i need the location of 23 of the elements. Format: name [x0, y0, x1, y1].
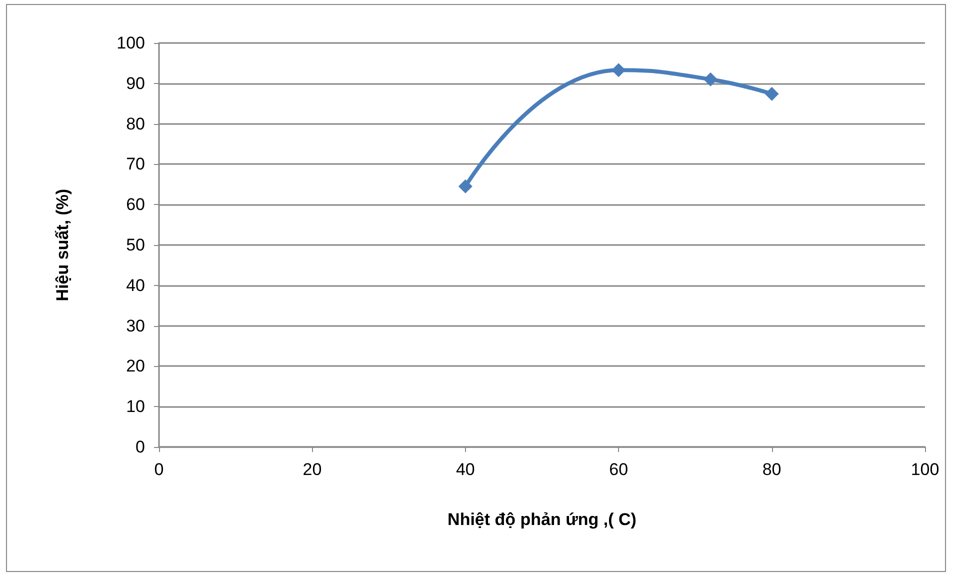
y-tick-label: 30 [126, 316, 145, 336]
x-tick-label: 40 [456, 460, 475, 479]
y-tick-label: 60 [126, 195, 145, 214]
y-tick-label: 90 [126, 74, 145, 93]
y-tick-label: 20 [126, 356, 145, 376]
x-axis-title: Nhiệt độ phản ứng ,( C) [448, 510, 636, 529]
y-tick-label: 40 [126, 276, 145, 295]
y-tick-label: 0 [136, 438, 145, 456]
y-tick-label: 10 [126, 397, 145, 416]
y-tick-label: 50 [126, 236, 145, 254]
x-tick-label: 100 [910, 460, 940, 479]
x-tick-label: 60 [609, 460, 628, 479]
x-tick-label: 80 [762, 460, 782, 479]
point [458, 179, 472, 194]
x-tick-label: 20 [302, 460, 322, 479]
y-tick-label: 100 [116, 34, 145, 52]
point [704, 72, 718, 86]
point [764, 86, 779, 101]
x-tick-label: 0 [154, 460, 164, 479]
y-axis-title: Hiệu suất, (%) [53, 188, 72, 302]
y-tick-label: 70 [126, 154, 145, 174]
y-tick-label: 80 [126, 114, 145, 134]
point [612, 63, 626, 78]
